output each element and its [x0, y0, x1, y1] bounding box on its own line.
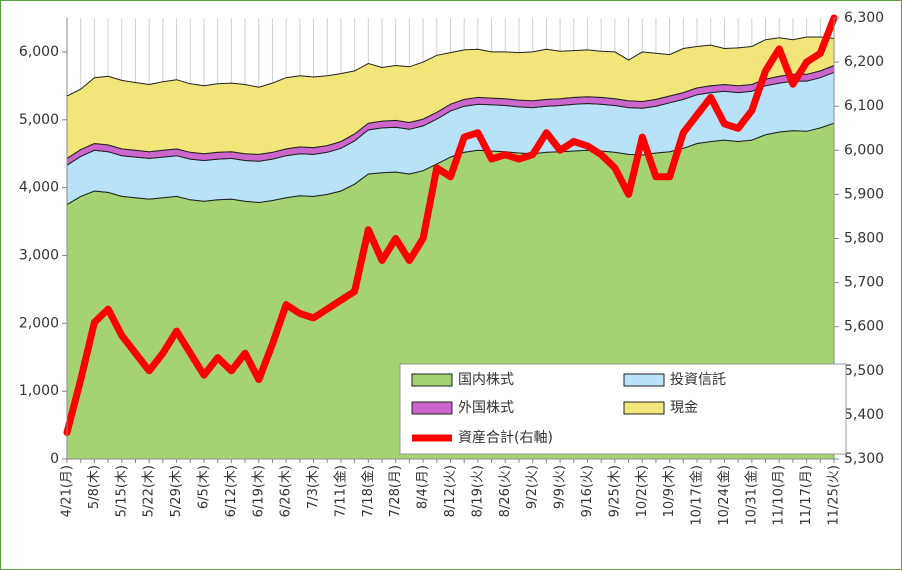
- x-tick-label: 6/12(木): [224, 465, 239, 517]
- y-tick-label: 2,000: [19, 315, 59, 331]
- legend-swatch: [411, 373, 453, 387]
- x-tick-label: 8/4(月): [416, 465, 431, 509]
- x-tick-label: 9/25(木): [607, 465, 622, 517]
- x-tick-label: 10/17(金): [689, 465, 705, 526]
- x-tick-label: 10/2(木): [635, 465, 650, 517]
- y2-tick-label: 5,300: [844, 451, 884, 467]
- x-tick-label: 10/9(木): [662, 465, 677, 517]
- x-tick-label: 7/11(金): [332, 465, 348, 517]
- y2-tick-label: 6,100: [844, 98, 884, 114]
- x-tick-label: 8/19(火): [470, 465, 485, 517]
- x-tick-label: 7/18(金): [360, 465, 376, 517]
- y2-tick-label: 5,600: [844, 319, 884, 335]
- y-tick-label: 3,000: [19, 247, 59, 263]
- y2-tick-label: 6,200: [844, 54, 884, 70]
- y2-tick-label: 5,900: [844, 186, 884, 202]
- y2-tick-label: 5,800: [844, 231, 884, 247]
- y-tick-label: 1,000: [19, 383, 59, 399]
- x-tick-label: 6/19(木): [251, 465, 266, 517]
- x-tick-label: 11/10(月): [772, 465, 787, 526]
- x-tick-label: 9/16(火): [580, 465, 595, 517]
- legend-label: 資産合計(右軸): [458, 430, 553, 446]
- x-tick-label: 7/3(木): [306, 465, 321, 509]
- y2-tick-label: 5,500: [844, 363, 884, 379]
- y2-tick-label: 5,400: [844, 407, 884, 423]
- x-tick-label: 5/8(木): [87, 465, 102, 509]
- legend-swatch: [623, 373, 665, 387]
- legend-swatch: [623, 401, 665, 415]
- legend-swatch: [411, 401, 453, 415]
- x-tick-label: 11/17(月): [799, 465, 814, 526]
- x-tick-label: 8/26(火): [498, 465, 513, 517]
- axes: 0 1,000 2,000 3,000 4,000 5,000 6,000 5,300 5,40…: [19, 10, 884, 526]
- x-tick-label: 7/28(月): [388, 465, 403, 517]
- x-tick-label: 9/9(火): [553, 465, 568, 509]
- x-tick-label: 6/26(木): [279, 465, 294, 517]
- x-tick-label: 9/2(火): [525, 465, 540, 509]
- x-tick-label: 5/29(木): [169, 465, 184, 517]
- x-tick-label: 8/12(火): [443, 465, 458, 517]
- y2-tick-label: 6,300: [844, 10, 884, 26]
- x-tick-label: 5/15(木): [114, 465, 129, 517]
- y2-tick-label: 5,700: [844, 275, 884, 291]
- x-tick-label: 10/31(金): [743, 465, 759, 526]
- y2-tick-label: 6,000: [844, 142, 884, 158]
- y-tick-label: 4,000: [19, 180, 59, 196]
- legend-box: [399, 363, 847, 455]
- line: [63, 14, 838, 436]
- y-tick-label: 6,000: [19, 44, 59, 60]
- x-tick-label: 5/22(木): [142, 465, 157, 517]
- legend-label: 投資信託: [670, 372, 726, 388]
- legend-label: 外国株式: [458, 400, 514, 416]
- legend-label: 現金: [670, 400, 698, 416]
- x-tick-label: 4/21(月): [60, 465, 75, 517]
- y-tick-label: 0: [50, 451, 59, 467]
- x-tick-label: 11/25(火): [827, 465, 842, 526]
- x-tick-label: 6/5(木): [196, 465, 211, 509]
- legend-label: 国内株式: [458, 372, 514, 388]
- y-tick-label: 5,000: [19, 112, 59, 128]
- x-tick-label: 10/24(金): [716, 465, 732, 526]
